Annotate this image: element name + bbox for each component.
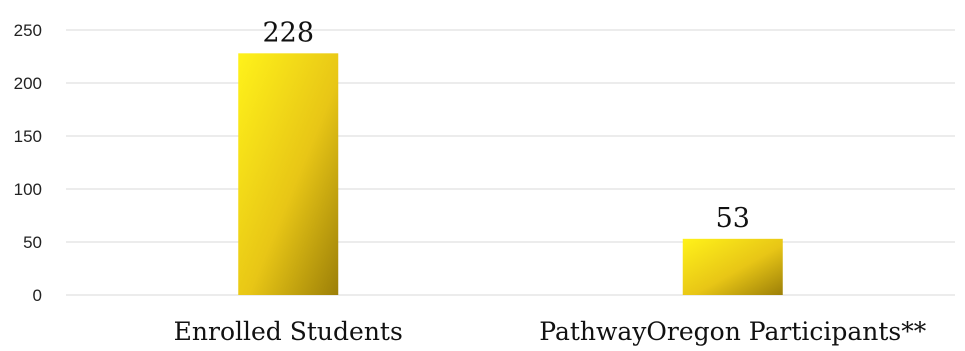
y-tick-label: 100 bbox=[14, 180, 42, 199]
bar bbox=[238, 53, 339, 295]
category-label: Enrolled Students bbox=[174, 317, 403, 346]
y-tick-label: 250 bbox=[14, 21, 42, 40]
bars bbox=[238, 53, 783, 295]
category-labels: Enrolled Students PathwayOregon Participa… bbox=[174, 317, 927, 346]
y-tick-label: 0 bbox=[33, 286, 42, 305]
data-label: 53 bbox=[716, 203, 750, 234]
category-label: PathwayOregon Participants** bbox=[539, 317, 926, 346]
y-tick-label: 50 bbox=[23, 233, 42, 252]
data-label: 228 bbox=[262, 17, 314, 48]
y-tick-label: 150 bbox=[14, 127, 42, 146]
bar bbox=[682, 238, 783, 295]
gridlines bbox=[66, 29, 955, 296]
y-tick-label: 200 bbox=[14, 74, 42, 93]
data-labels: 228 53 bbox=[262, 17, 749, 234]
y-axis-ticks: 0 50 100 150 200 250 bbox=[14, 21, 42, 305]
